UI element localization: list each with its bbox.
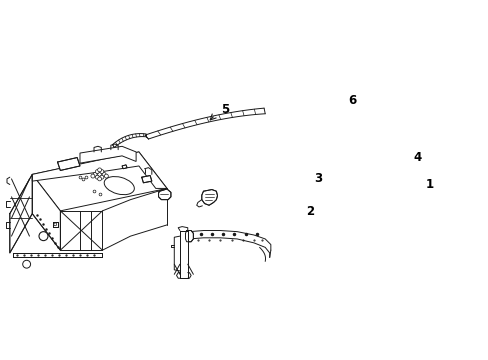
Polygon shape — [32, 174, 60, 250]
Polygon shape — [158, 189, 171, 200]
Polygon shape — [180, 230, 187, 278]
Polygon shape — [32, 152, 166, 188]
Polygon shape — [32, 152, 166, 211]
Polygon shape — [145, 108, 264, 139]
Circle shape — [95, 170, 99, 174]
Polygon shape — [122, 165, 127, 169]
Circle shape — [104, 174, 108, 178]
Polygon shape — [58, 158, 80, 170]
Circle shape — [95, 175, 99, 179]
Circle shape — [100, 170, 103, 174]
Circle shape — [22, 260, 31, 268]
Circle shape — [100, 175, 103, 179]
Circle shape — [54, 223, 57, 226]
Circle shape — [91, 174, 95, 178]
Polygon shape — [13, 253, 102, 257]
Circle shape — [98, 177, 102, 181]
Text: 4: 4 — [412, 151, 421, 164]
Polygon shape — [185, 230, 193, 242]
Text: 2: 2 — [305, 206, 314, 219]
Circle shape — [39, 231, 48, 240]
Text: 5: 5 — [221, 103, 229, 116]
Polygon shape — [189, 230, 270, 257]
Circle shape — [98, 172, 102, 176]
Polygon shape — [10, 174, 32, 253]
Text: 3: 3 — [314, 172, 322, 185]
Text: 6: 6 — [347, 94, 356, 107]
Ellipse shape — [104, 176, 134, 195]
Circle shape — [93, 172, 97, 176]
Polygon shape — [202, 190, 217, 205]
Polygon shape — [112, 134, 146, 148]
Circle shape — [102, 172, 106, 176]
Polygon shape — [158, 189, 168, 198]
Text: 1: 1 — [425, 178, 432, 191]
Polygon shape — [80, 146, 136, 163]
Polygon shape — [142, 176, 151, 183]
Circle shape — [98, 168, 102, 172]
Polygon shape — [53, 222, 58, 226]
